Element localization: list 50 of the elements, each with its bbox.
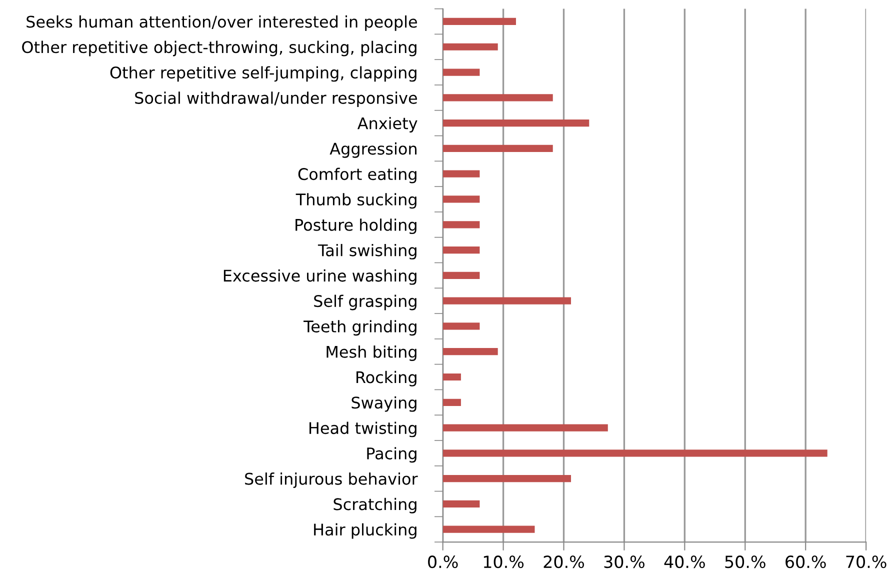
y-tick-label: Mesh biting <box>326 346 416 361</box>
x-tick-label: 50.% <box>725 556 766 568</box>
x-tick-label: 60.% <box>786 556 826 568</box>
x-tick-label: 40.% <box>664 556 705 568</box>
y-tick-label: Scratching <box>334 498 416 514</box>
y-tick-label: Pacing <box>367 447 416 463</box>
y-tick-label: Other repetitive object-throwing, sucking, placing <box>22 40 416 56</box>
x-tick-label: 70.% <box>846 556 886 568</box>
x-tick-label: 0.% <box>428 556 458 568</box>
bar <box>442 322 480 330</box>
bar <box>442 348 498 356</box>
bar <box>442 68 480 76</box>
y-tick-label: Self injurous behavior <box>245 472 418 488</box>
bar <box>442 144 553 152</box>
bar <box>442 297 572 304</box>
y-tick-label: Thumb sucking <box>296 193 416 209</box>
y-tick-label: Self grasping <box>314 294 416 310</box>
bar <box>442 246 480 254</box>
bar <box>442 450 828 457</box>
bar <box>442 120 590 127</box>
bar <box>442 221 480 228</box>
y-tick-label: Head twisting <box>310 422 416 438</box>
y-tick-label: Aggression <box>330 142 416 158</box>
bar <box>442 272 480 279</box>
bar <box>442 94 553 102</box>
bar <box>442 424 608 432</box>
bar <box>442 398 461 406</box>
y-tick-label: Social withdrawal/under responsive <box>135 92 417 108</box>
bar <box>442 526 535 533</box>
bar <box>442 373 461 381</box>
bar <box>442 170 480 178</box>
y-tick-label: Seeks human attention/over interested in people <box>26 15 417 31</box>
bar <box>442 196 480 203</box>
x-tick-label: 10.% <box>484 556 524 568</box>
x-tick-label: 20.% <box>544 556 584 568</box>
y-tick-label: Swaying <box>352 396 416 412</box>
y-tick-label: Anxiety <box>357 116 418 132</box>
y-tick-label: Tail swishing <box>318 244 416 260</box>
x-tick-label: 30.% <box>604 556 644 568</box>
y-tick-label: Hair plucking <box>314 523 416 539</box>
bar <box>442 18 516 26</box>
y-tick-label: Rocking <box>356 370 416 386</box>
bar <box>442 500 480 508</box>
bar <box>442 475 572 482</box>
y-tick-label: Other repetitive self-jumping, clapping <box>110 66 416 82</box>
y-tick-label: Posture holding <box>296 218 416 234</box>
y-tick-label: Teeth grinding <box>304 320 416 336</box>
bar <box>442 43 498 50</box>
y-tick-label: Comfort eating <box>298 168 416 184</box>
y-tick-label: Excessive urine washing <box>224 269 416 285</box>
